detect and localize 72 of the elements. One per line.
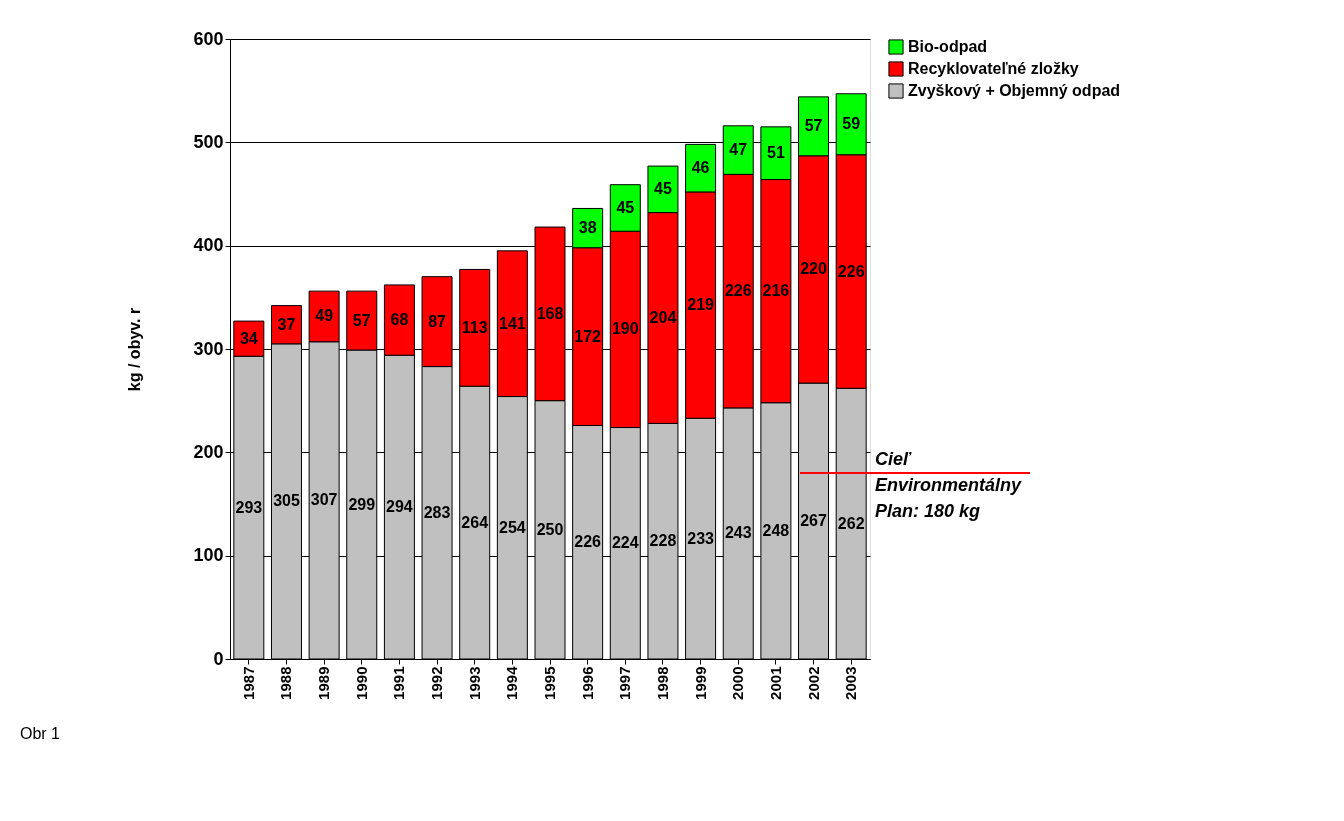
x-tick-label: 1989 <box>315 666 333 700</box>
data-label: 68 <box>390 311 409 329</box>
data-label: 233 <box>687 529 715 547</box>
data-label: 45 <box>616 198 635 216</box>
x-tick-label: 1991 <box>390 666 408 700</box>
legend-label: Bio-odpad <box>908 38 988 55</box>
data-label: 59 <box>842 115 861 133</box>
data-label: 267 <box>800 512 827 530</box>
data-label: 38 <box>578 219 597 237</box>
y-tick-label: 400 <box>193 235 224 256</box>
data-label: 216 <box>762 282 790 300</box>
data-label: 243 <box>724 524 752 542</box>
data-label: 224 <box>611 534 639 552</box>
data-label: 45 <box>654 180 672 198</box>
y-tick-label: 300 <box>193 338 224 359</box>
x-tick-label: 2001 <box>766 666 784 700</box>
data-label: 37 <box>277 315 296 333</box>
legend-label: Recyklovateľné zložky <box>908 60 1079 77</box>
data-label: 57 <box>352 311 371 329</box>
data-label: 228 <box>649 532 677 550</box>
ref-line-label: Cieľ Environmentálny Plan: 180 kg <box>875 449 1023 521</box>
x-tick-label: 1996 <box>578 666 596 700</box>
y-axis-title: kg / obyv. r <box>126 307 144 392</box>
data-label: 226 <box>724 282 752 300</box>
x-tick-label: 1990 <box>352 666 370 700</box>
data-label: 307 <box>310 491 338 509</box>
data-label: 47 <box>729 141 748 159</box>
data-label: 226 <box>574 533 602 551</box>
data-label: 294 <box>386 498 413 516</box>
data-label: 49 <box>315 307 334 325</box>
data-label: 51 <box>766 144 785 162</box>
x-tick-label: 1998 <box>653 666 671 700</box>
y-tick-label: 100 <box>193 545 224 566</box>
x-tick-label: 2003 <box>842 666 860 700</box>
data-label: 250 <box>536 520 564 538</box>
text: Obr 1 <box>20 725 61 742</box>
data-label: 305 <box>273 492 300 510</box>
data-label: 219 <box>687 296 715 314</box>
y-tick-label: 0 <box>213 648 224 669</box>
data-label: 172 <box>574 327 602 345</box>
x-tick-label: 1997 <box>616 666 634 700</box>
data-label: 248 <box>762 521 790 539</box>
data-label: 87 <box>428 312 447 330</box>
x-tick-label: 1993 <box>465 666 483 700</box>
x-tick-label: 1995 <box>541 666 558 700</box>
data-label: 168 <box>536 304 564 322</box>
x-tick-label: 2002 <box>804 666 822 700</box>
data-label: 293 <box>235 498 263 516</box>
data-label: 254 <box>499 518 526 536</box>
data-label: 46 <box>691 159 710 177</box>
x-tick-label: 2000 <box>729 666 747 700</box>
y-tick-label: 500 <box>193 131 224 152</box>
data-label: 262 <box>837 514 865 532</box>
data-label: 57 <box>804 117 823 135</box>
x-tick-label: 1994 <box>503 665 521 700</box>
x-tick-label: 1988 <box>277 666 295 700</box>
legend-label: Zvyškový + Objemný odpad <box>908 82 1121 99</box>
data-label: 220 <box>800 260 827 278</box>
data-label: 190 <box>611 320 639 338</box>
data-label: 226 <box>837 262 865 280</box>
data-label: 264 <box>461 513 489 531</box>
x-tick-label: 1987 <box>239 666 257 700</box>
y-tick-label: 200 <box>193 441 224 462</box>
x-tick-label: 1999 <box>691 666 709 700</box>
y-tick-label: 600 <box>193 28 224 49</box>
data-label: 204 <box>649 309 677 326</box>
data-label: 283 <box>423 503 451 521</box>
data-label: 34 <box>239 329 258 347</box>
data-label: 141 <box>499 314 526 332</box>
data-label: 113 <box>461 318 488 336</box>
x-tick-label: 1992 <box>428 666 446 700</box>
data-label: 299 <box>348 495 376 513</box>
